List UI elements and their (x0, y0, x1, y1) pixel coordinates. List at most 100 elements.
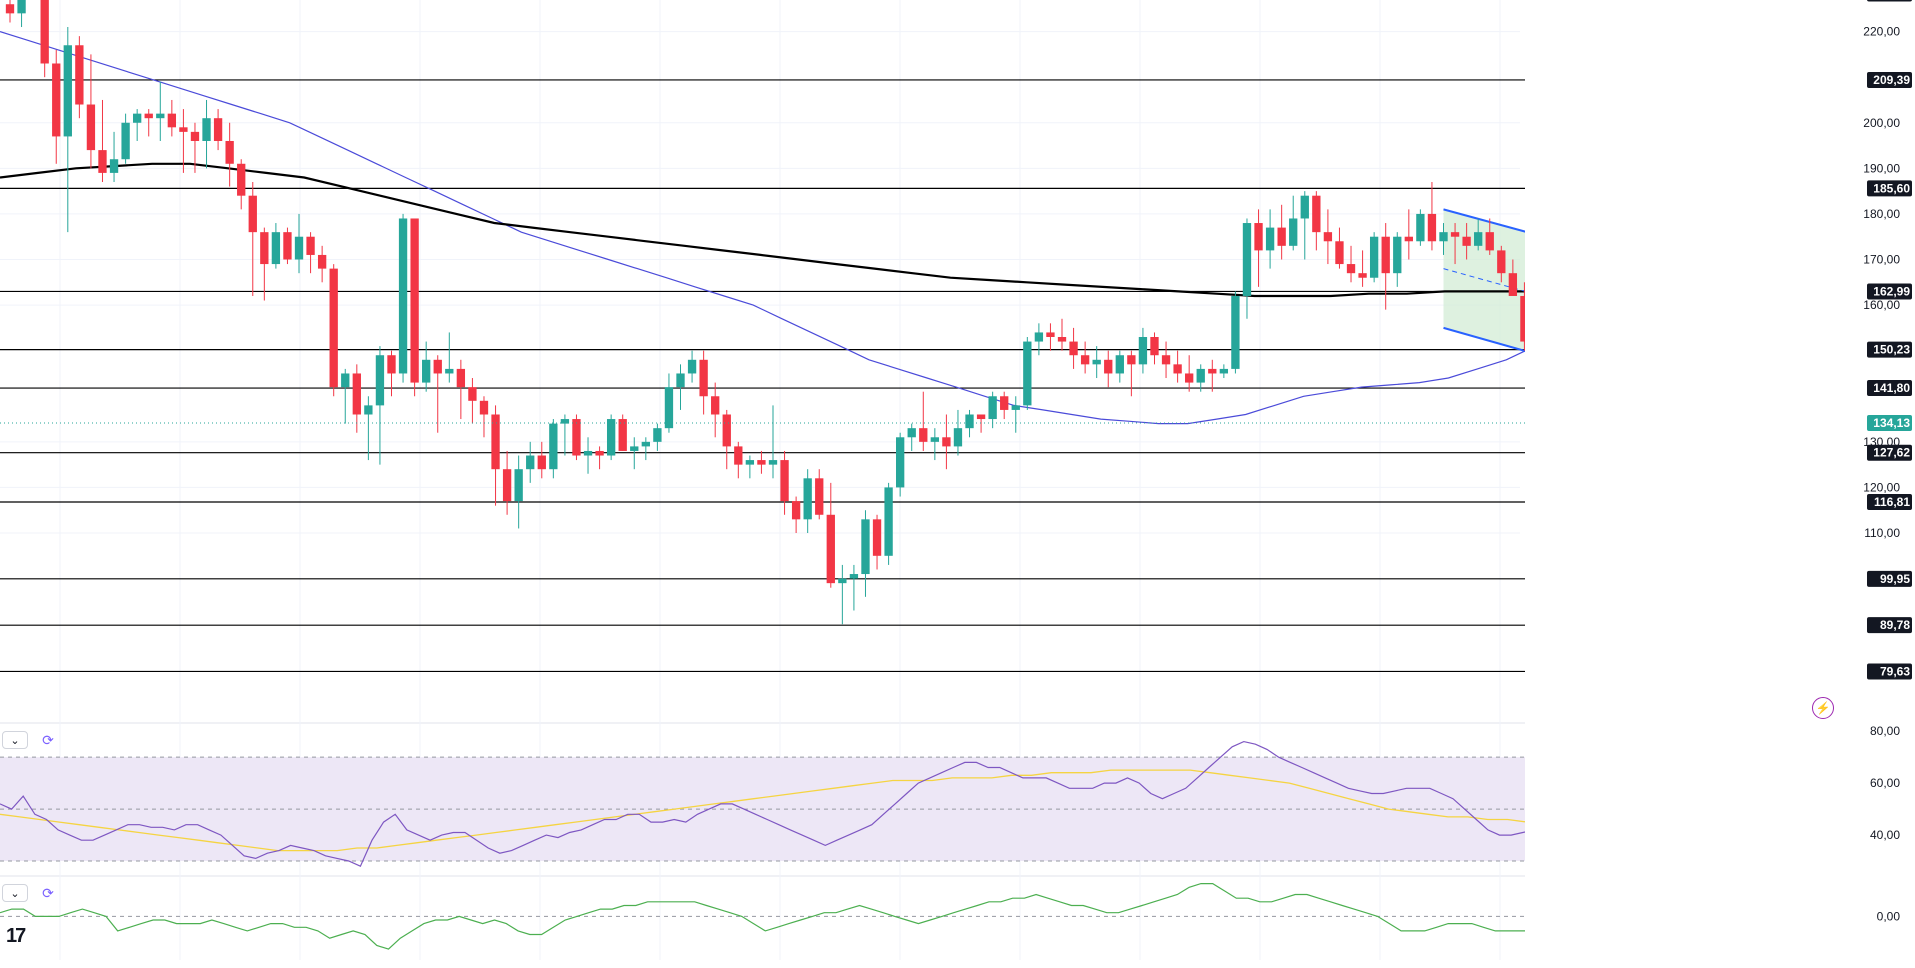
bearish-candle[interactable] (1335, 241, 1344, 265)
bearish-candle[interactable] (456, 368, 466, 388)
bearish-candle[interactable] (433, 359, 442, 374)
bullish-candle[interactable] (364, 405, 373, 415)
bearish-candle[interactable] (780, 460, 789, 502)
bullish-candle[interactable] (1439, 232, 1448, 242)
bearish-candle[interactable] (86, 104, 96, 151)
bullish-candle[interactable] (1023, 341, 1032, 406)
bearish-candle[interactable] (248, 195, 257, 233)
bearish-candle[interactable] (1150, 337, 1159, 356)
level-price-tag[interactable] (1867, 380, 1912, 397)
bullish-candle[interactable] (861, 519, 870, 575)
bullish-candle[interactable] (156, 113, 165, 119)
bearish-candle[interactable] (537, 455, 546, 470)
bullish-candle[interactable] (687, 359, 697, 374)
tradingview-logo[interactable]: 17 (6, 925, 26, 947)
bearish-candle[interactable] (1069, 341, 1078, 356)
bearish-candle[interactable] (1381, 236, 1390, 274)
bullish-candle[interactable] (109, 159, 119, 173)
bearish-candle[interactable] (387, 355, 396, 374)
last-price-tag[interactable] (1867, 415, 1912, 432)
bearish-candle[interactable] (1485, 232, 1494, 251)
bearish-candle[interactable] (1104, 359, 1113, 374)
bearish-candle[interactable] (1358, 273, 1367, 278)
bullish-candle[interactable] (930, 437, 940, 442)
oscillator-refresh-icon[interactable]: ⟳ (42, 884, 54, 901)
bullish-candle[interactable] (526, 455, 535, 470)
bullish-candle[interactable] (653, 428, 662, 442)
bearish-candle[interactable] (1404, 236, 1413, 242)
bearish-candle[interactable] (1520, 295, 1529, 342)
bullish-candle[interactable] (583, 450, 593, 456)
lightning-icon[interactable]: ⚡ (1812, 697, 1834, 719)
bullish-candle[interactable] (375, 355, 385, 406)
bearish-candle[interactable] (306, 236, 315, 255)
bullish-candle[interactable] (133, 113, 142, 123)
bullish-candle[interactable] (1242, 223, 1252, 296)
bearish-candle[interactable] (167, 113, 177, 128)
bullish-candle[interactable] (1219, 368, 1229, 374)
bearish-candle[interactable] (791, 501, 801, 520)
bullish-candle[interactable] (606, 419, 616, 456)
bullish-candle[interactable] (895, 437, 905, 488)
level-price-tag[interactable] (1867, 617, 1912, 634)
bearish-candle[interactable] (1312, 195, 1321, 233)
bearish-candle[interactable] (213, 118, 223, 141)
bearish-candle[interactable] (722, 414, 731, 447)
bullish-candle[interactable] (17, 0, 26, 14)
bullish-candle[interactable] (1416, 213, 1425, 242)
bearish-candle[interactable] (1254, 223, 1263, 251)
bearish-candle[interactable] (757, 460, 766, 465)
bullish-candle[interactable] (641, 441, 650, 447)
bullish-candle[interactable] (1265, 227, 1275, 251)
bearish-candle[interactable] (872, 519, 882, 556)
bullish-candle[interactable] (1474, 232, 1483, 246)
bullish-candle[interactable] (271, 232, 281, 265)
bearish-candle[interactable] (190, 131, 200, 141)
bullish-candle[interactable] (838, 578, 847, 584)
bullish-candle[interactable] (63, 45, 72, 137)
bearish-candle[interactable] (491, 414, 500, 470)
bullish-candle[interactable] (768, 460, 778, 465)
bearish-candle[interactable] (1127, 355, 1136, 365)
bullish-candle[interactable] (1196, 368, 1205, 383)
bearish-candle[interactable] (40, 0, 49, 64)
bearish-candle[interactable] (468, 387, 477, 401)
bullish-candle[interactable] (1034, 332, 1044, 342)
bearish-candle[interactable] (144, 113, 153, 119)
bearish-candle[interactable] (1000, 396, 1009, 410)
level-price-tag[interactable] (1867, 283, 1912, 300)
bearish-candle[interactable] (1323, 232, 1333, 242)
bearish-candle[interactable] (815, 478, 824, 515)
bullish-candle[interactable] (1289, 218, 1298, 246)
bullish-candle[interactable] (398, 218, 408, 374)
level-price-tag[interactable] (1867, 570, 1912, 587)
bullish-candle[interactable] (907, 428, 916, 438)
price-axis[interactable]: 220,00200,00190,00180,00170,00160,00130,… (1525, 0, 1915, 963)
bearish-candle[interactable] (734, 446, 743, 465)
bearish-candle[interactable] (942, 437, 951, 447)
bullish-candle[interactable] (1300, 195, 1309, 219)
bearish-candle[interactable] (52, 63, 61, 137)
bullish-candle[interactable] (1115, 355, 1124, 374)
bullish-candle[interactable] (202, 118, 211, 141)
bullish-candle[interactable] (849, 574, 859, 579)
bearish-candle[interactable] (5, 4, 15, 14)
bullish-candle[interactable] (745, 460, 755, 465)
bearish-candle[interactable] (1161, 355, 1171, 365)
bullish-candle[interactable] (965, 414, 974, 429)
bearish-candle[interactable] (1080, 355, 1090, 365)
bullish-candle[interactable] (676, 373, 685, 388)
bearish-candle[interactable] (1462, 236, 1471, 246)
bullish-candle[interactable] (560, 419, 570, 424)
rsi-collapse-button[interactable]: ⌄ (2, 731, 28, 749)
bearish-candle[interactable] (699, 359, 708, 397)
bearish-candle[interactable] (976, 414, 986, 420)
bearish-candle[interactable] (317, 254, 327, 269)
bearish-candle[interactable] (410, 218, 419, 383)
bearish-candle[interactable] (260, 232, 269, 265)
bearish-candle[interactable] (237, 163, 246, 196)
bearish-candle[interactable] (502, 469, 512, 502)
bearish-candle[interactable] (1497, 250, 1506, 274)
bullish-candle[interactable] (803, 478, 812, 520)
